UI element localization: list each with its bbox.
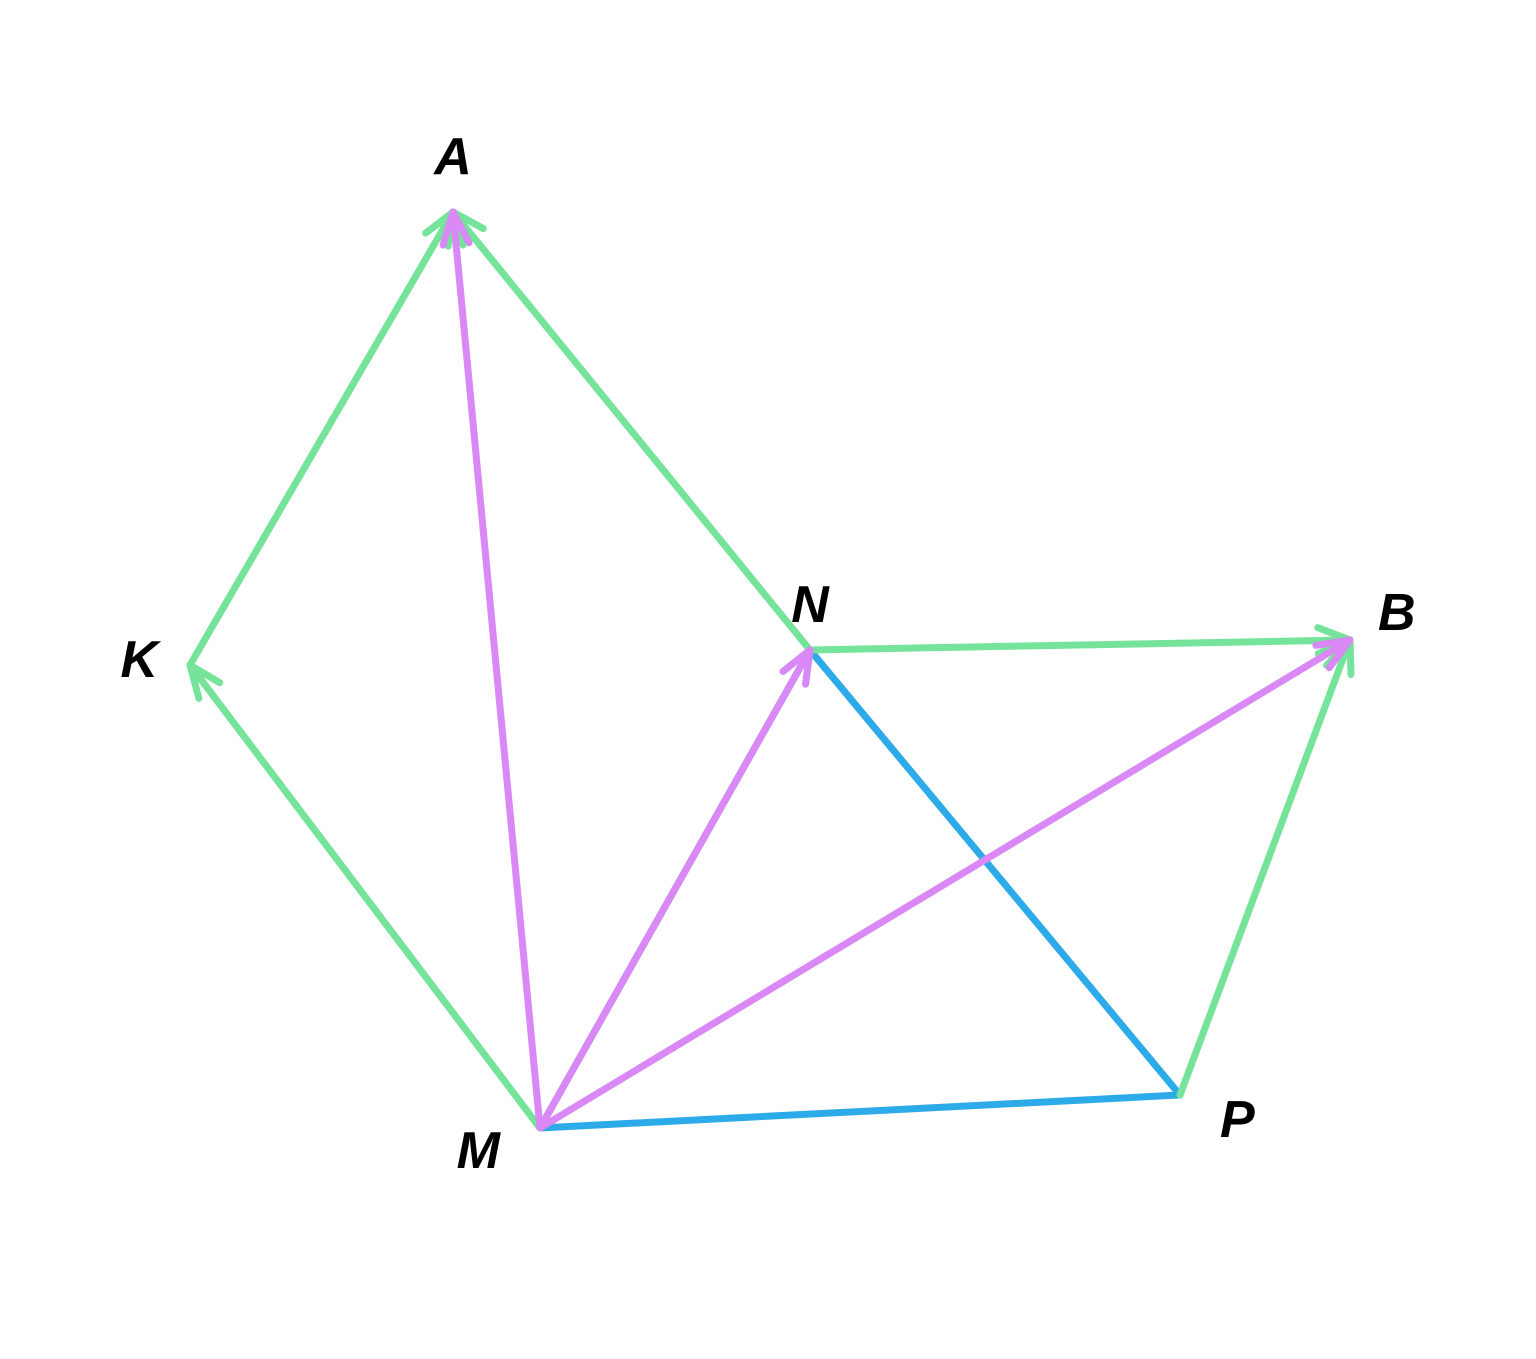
edge-line (810, 640, 1348, 650)
edge-line (810, 650, 1180, 1095)
edge-line (190, 214, 452, 665)
edge-line (191, 667, 540, 1128)
edge-line (453, 214, 540, 1128)
vertex-label-A: A (432, 128, 472, 186)
vector-diagram: A K M N B P (0, 0, 1536, 1359)
edge-line (454, 214, 810, 650)
edge-line (540, 641, 1348, 1128)
vertex-label-K: K (120, 631, 161, 689)
edges-layer (190, 212, 1351, 1128)
labels-layer: A K M N B P (120, 128, 1415, 1180)
vertex-label-N: N (791, 576, 830, 634)
edge-line (540, 1095, 1180, 1128)
vertex-label-B: B (1378, 584, 1416, 642)
vertex-label-P: P (1220, 1091, 1255, 1149)
vertex-label-M: M (457, 1122, 502, 1180)
edge-line (540, 652, 809, 1128)
edge-line (1180, 642, 1349, 1095)
